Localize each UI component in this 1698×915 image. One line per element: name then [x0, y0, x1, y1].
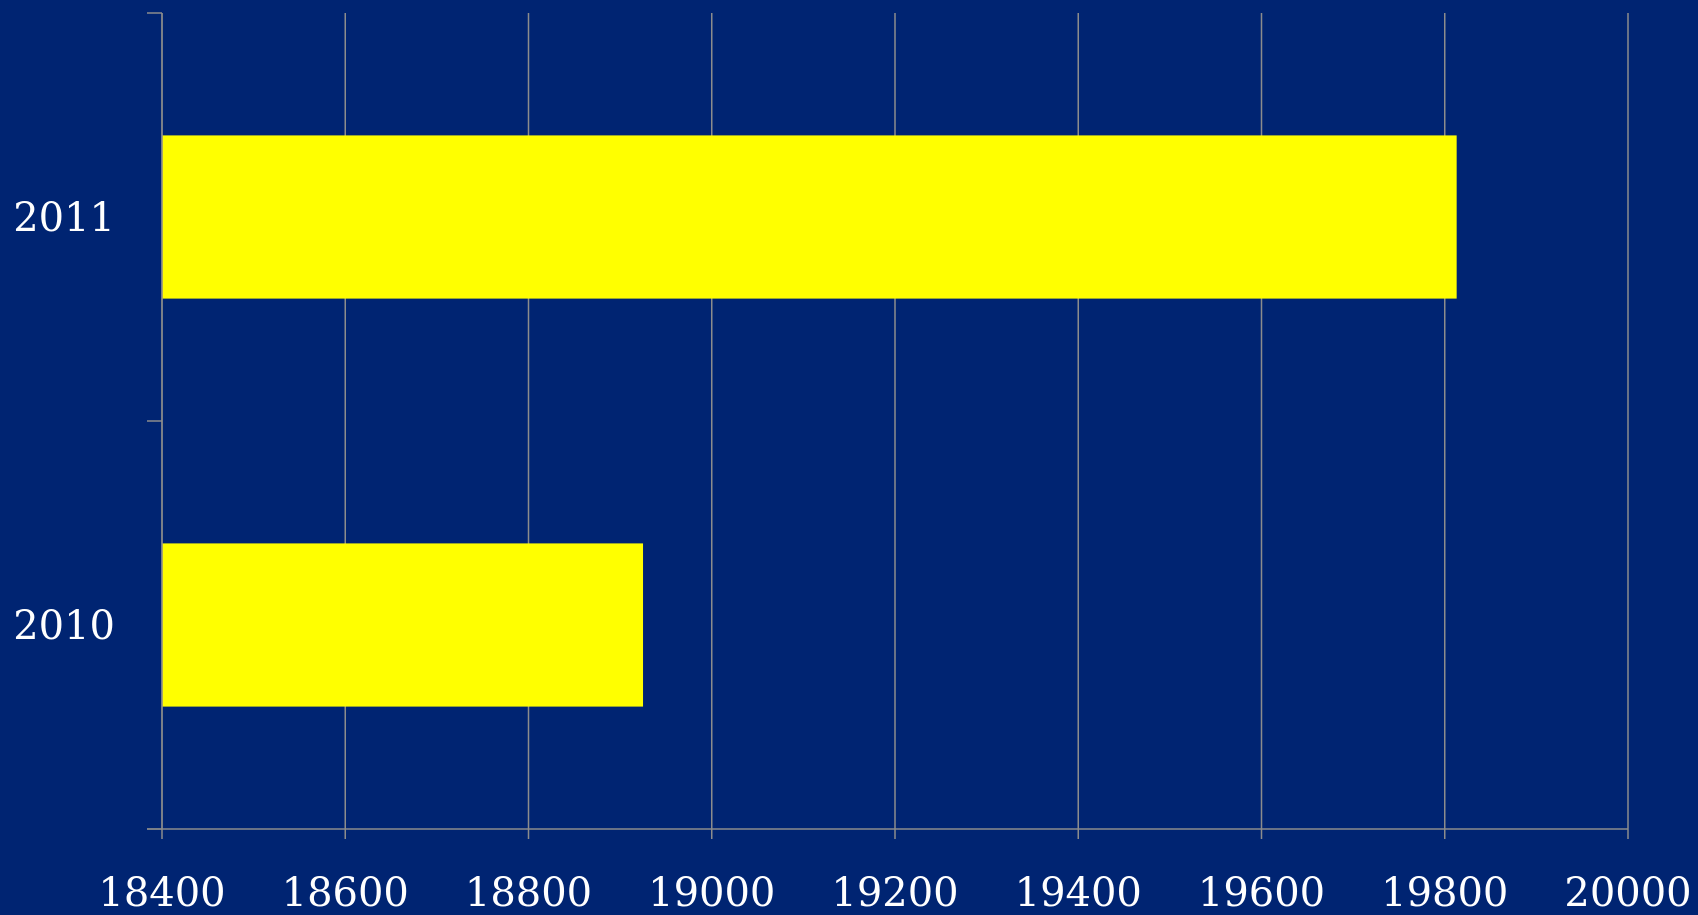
label-layer: 18400 18600 18800 19000 19200 19400 19600 19800…	[13, 195, 1691, 915]
x-tick-label: 19600	[1198, 870, 1325, 910]
x-tick-label: 19000	[648, 870, 775, 910]
x-tick-label: 18600	[282, 870, 409, 910]
x-tick-label: 19400	[1015, 870, 1142, 910]
x-tick-label: 18400	[98, 870, 225, 910]
bar-2011	[162, 135, 1457, 299]
x-tick-label: 20000	[1564, 870, 1691, 910]
axis-layer	[147, 12, 1629, 839]
x-tick-label: 19200	[831, 870, 958, 910]
bar-layer	[162, 135, 1457, 707]
x-tick-label: 19800	[1381, 870, 1508, 910]
y-category-label: 2011	[13, 195, 115, 241]
bar-2010	[162, 543, 644, 707]
x-tick-label: 18800	[465, 870, 592, 910]
y-category-label: 2010	[13, 603, 115, 649]
